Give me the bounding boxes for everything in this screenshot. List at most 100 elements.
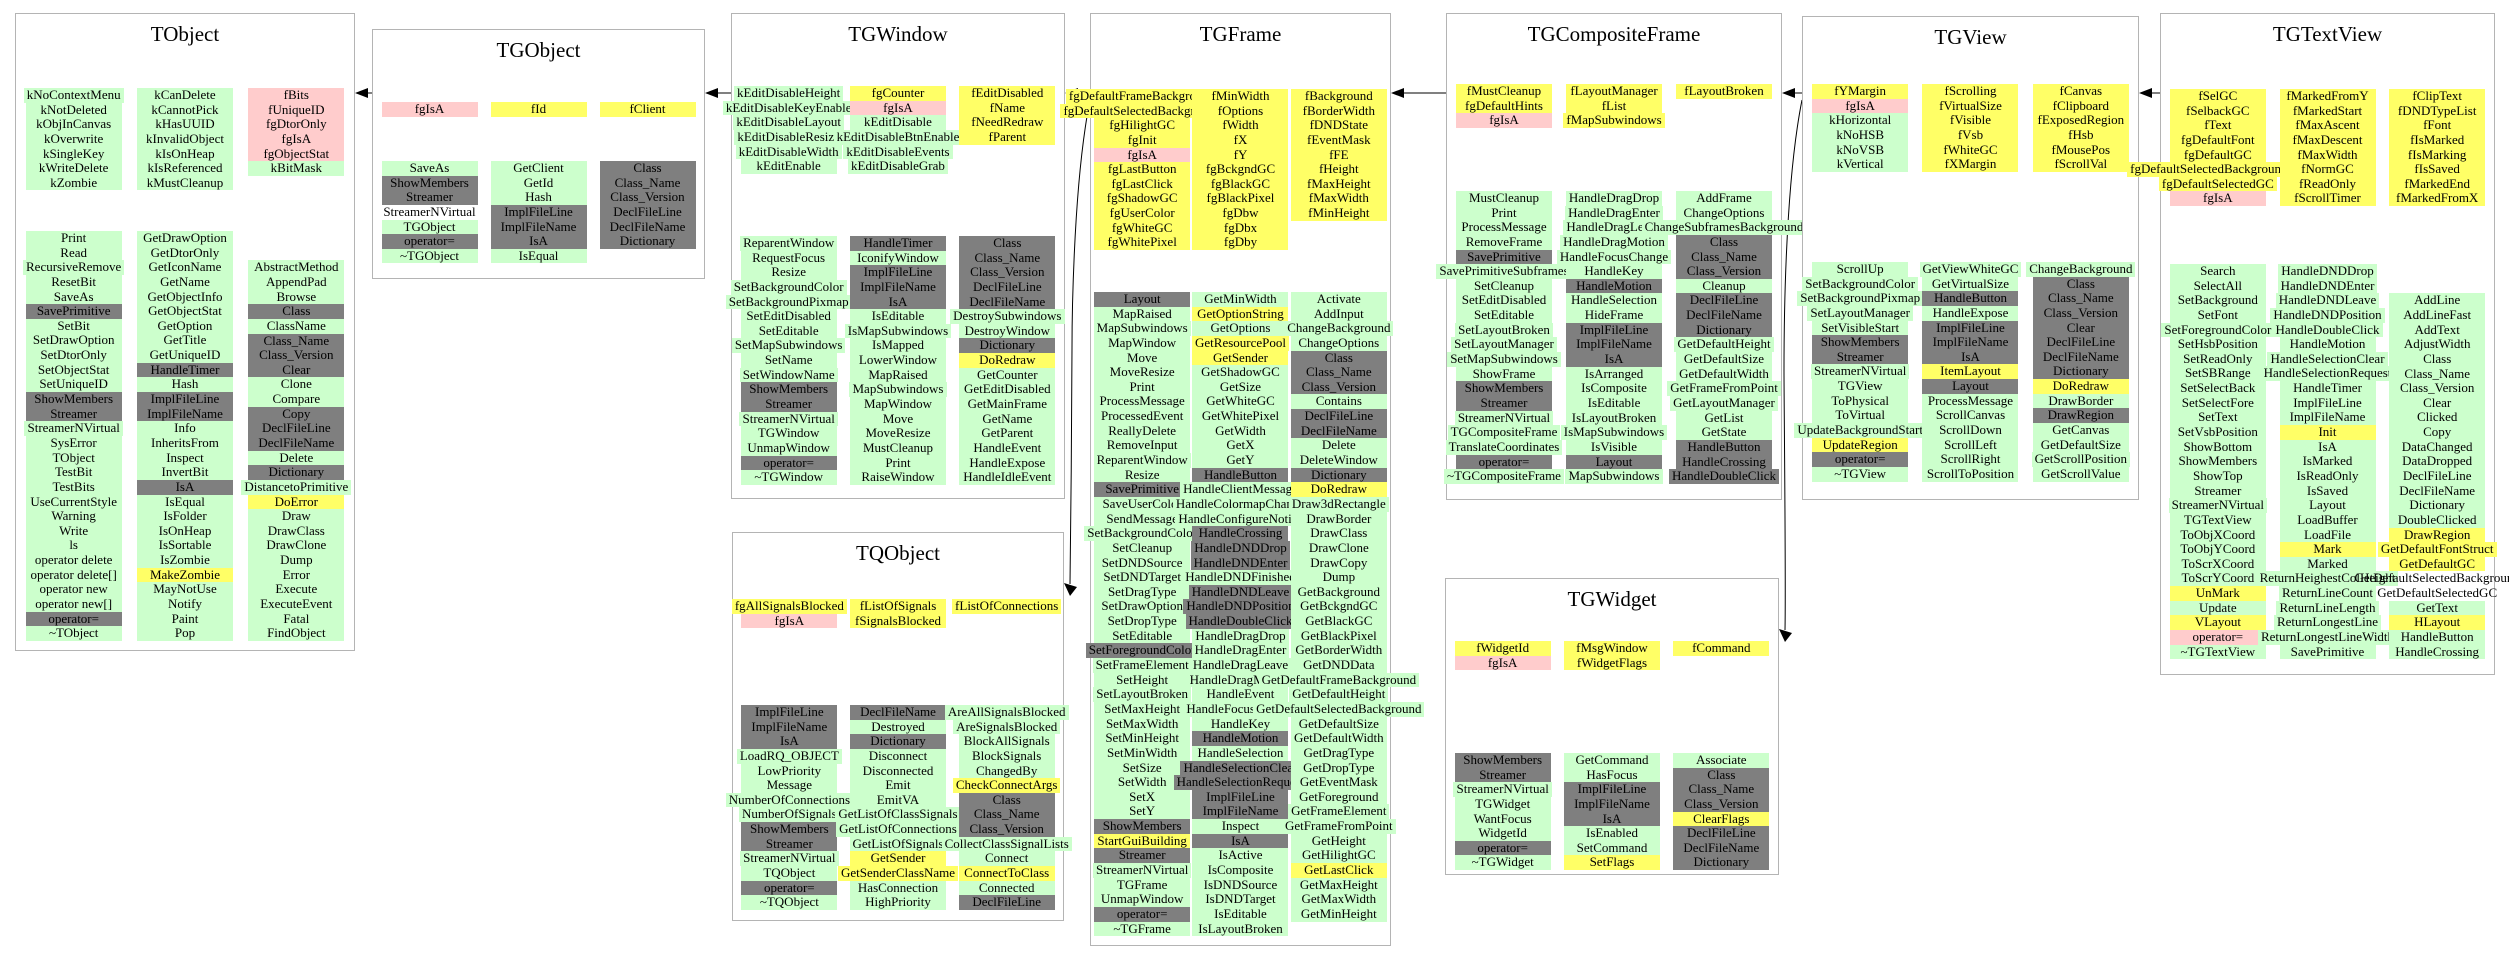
- member-declfilename[interactable]: DeclFileName: [2389, 483, 2486, 499]
- member-raisewindow[interactable]: RaiseWindow: [849, 470, 946, 485]
- member-fmarkedend[interactable]: fMarkedEnd: [2389, 176, 2486, 192]
- member-setmaxheight[interactable]: SetMaxHeight: [1094, 702, 1191, 717]
- member-setx[interactable]: SetX: [1094, 789, 1191, 805]
- member-showbottom[interactable]: ShowBottom: [2169, 439, 2266, 455]
- member-classname[interactable]: ClassName: [248, 318, 345, 334]
- member-getsender[interactable]: GetSender: [1192, 350, 1289, 366]
- member-setlayoutbroken[interactable]: SetLayoutBroken: [1455, 322, 1553, 338]
- member-geticonname[interactable]: GetIconName: [136, 260, 233, 275]
- member-tgcompositeframe[interactable]: ~TGCompositeFrame: [1444, 469, 1564, 484]
- class-title-tgwidget[interactable]: TGWidget: [1567, 587, 1657, 611]
- member-streamer[interactable]: Streamer: [1094, 848, 1191, 863]
- member-gethilightgc[interactable]: GetHilightGC: [1290, 848, 1387, 863]
- member-fgallsignalsblocked[interactable]: fgAllSignalsBlocked: [731, 599, 847, 614]
- member-resize[interactable]: Resize: [1094, 467, 1191, 483]
- member-getminheight[interactable]: GetMinHeight: [1290, 906, 1387, 922]
- member-isvisible[interactable]: IsVisible: [1566, 439, 1662, 455]
- member-widgetid[interactable]: WidgetId: [1454, 826, 1551, 841]
- member-fdndstate[interactable]: fDNDState: [1290, 118, 1387, 133]
- member-getdefaultgc[interactable]: GetDefaultGC: [2389, 556, 2486, 572]
- member-setlayoutbroken[interactable]: SetLayoutBroken: [1093, 687, 1192, 702]
- member-toscrycoord[interactable]: ToScrYCoord: [2169, 571, 2266, 587]
- member-setreadonly[interactable]: SetReadOnly: [2169, 351, 2266, 367]
- member-fmaxascent[interactable]: fMaxAscent: [2279, 118, 2376, 133]
- member-handleselection[interactable]: HandleSelection: [1192, 745, 1289, 761]
- member-iseditable[interactable]: IsEditable: [1192, 906, 1289, 922]
- member-fmustcleanup[interactable]: fMustCleanup: [1456, 84, 1552, 99]
- member-geteditdisabled[interactable]: GetEditDisabled: [959, 382, 1056, 398]
- member-implfileline[interactable]: ImplFileLine: [741, 705, 838, 720]
- member-khorizontal[interactable]: kHorizontal: [1812, 113, 1909, 128]
- member-operator-delete[interactable]: operator delete[]: [25, 567, 122, 583]
- member-fmaxwidth[interactable]: fMaxWidth: [2279, 147, 2376, 163]
- member-class-version[interactable]: Class_Version: [599, 190, 696, 205]
- member-declfilename[interactable]: DeclFileName: [599, 219, 696, 235]
- member-changebackground[interactable]: ChangeBackground: [1284, 321, 1394, 336]
- member-declfileline[interactable]: DeclFileLine: [1676, 293, 1772, 309]
- member-settext[interactable]: SetText: [2169, 410, 2266, 426]
- member-handledragdrop[interactable]: HandleDragDrop: [1192, 628, 1289, 644]
- member-testbit[interactable]: TestBit: [25, 465, 122, 480]
- member-declfileline[interactable]: DeclFileLine: [2032, 335, 2129, 350]
- member-move[interactable]: Move: [1094, 350, 1191, 366]
- member-fcommand[interactable]: fCommand: [1673, 641, 1770, 656]
- member-knohsb[interactable]: kNoHSB: [1812, 127, 1909, 143]
- class-title-tgtextview[interactable]: TGTextView: [2272, 22, 2383, 46]
- member-iscomposite[interactable]: IsComposite: [1566, 381, 1662, 396]
- member-highpriority[interactable]: HighPriority: [850, 895, 946, 910]
- member-fminheight[interactable]: fMinHeight: [1290, 206, 1387, 221]
- member-kvertical[interactable]: kVertical: [1812, 157, 1909, 172]
- member-getoptionstring[interactable]: GetOptionString: [1192, 306, 1289, 322]
- member-returnlinecount[interactable]: ReturnLineCount: [2279, 586, 2376, 601]
- member-tgtextview[interactable]: ~TGTextView: [2169, 644, 2266, 660]
- member-implfilename[interactable]: ImplFileName: [2279, 410, 2376, 426]
- member-usecurrentstyle[interactable]: UseCurrentStyle: [25, 494, 122, 510]
- member-destroywindow[interactable]: DestroyWindow: [959, 323, 1056, 339]
- member-fnormgc[interactable]: fNormGC: [2279, 162, 2376, 177]
- member-seteditdisabled[interactable]: SetEditDisabled: [1456, 293, 1552, 309]
- member-declfilename[interactable]: DeclFileName: [850, 705, 946, 720]
- member-getdefaultsize[interactable]: GetDefaultSize: [2032, 437, 2129, 453]
- member-saveprimitive[interactable]: SavePrimitive: [2279, 644, 2376, 660]
- member-showmembers[interactable]: ShowMembers: [381, 175, 478, 191]
- member-operator[interactable]: operator=: [740, 455, 837, 471]
- member-keditdisablelayout[interactable]: kEditDisableLayout: [733, 115, 845, 130]
- member-startguibuilding[interactable]: StartGuiBuilding: [1094, 833, 1191, 849]
- member-setcleanup[interactable]: SetCleanup: [1456, 278, 1552, 294]
- member-getframefrompoint[interactable]: GetFrameFromPoint: [1667, 381, 1781, 396]
- member-showmembers[interactable]: ShowMembers: [741, 822, 838, 837]
- member-scrollup[interactable]: ScrollUp: [1812, 262, 1909, 277]
- member-getlistofsignals[interactable]: GetListOfSignals: [849, 836, 947, 852]
- member-iconifywindow[interactable]: IconifyWindow: [849, 250, 946, 266]
- member-isa[interactable]: IsA: [2279, 439, 2376, 455]
- member-handledndleave[interactable]: HandleDNDLeave: [1188, 584, 1293, 600]
- member-setlayoutmanager[interactable]: SetLayoutManager: [1451, 337, 1557, 353]
- member-implfileline[interactable]: ImplFileLine: [1922, 320, 2019, 336]
- member-seteditable[interactable]: SetEditable: [1094, 628, 1191, 644]
- member-findobject[interactable]: FindObject: [248, 626, 345, 641]
- member-ls[interactable]: ls: [25, 538, 122, 554]
- member-seteditdisabled[interactable]: SetEditDisabled: [740, 309, 837, 324]
- member-declfileline[interactable]: DeclFileLine: [2389, 469, 2486, 484]
- member-class[interactable]: Class: [958, 792, 1055, 808]
- member-tgview[interactable]: ~TGView: [1812, 467, 1909, 482]
- member-clicked[interactable]: Clicked: [2389, 410, 2486, 426]
- member-fgdby[interactable]: fgDby: [1192, 235, 1289, 251]
- member-fgdefaultselectedbackgroundgc[interactable]: fgDefaultSelectedBackgroundGC: [2127, 162, 2309, 177]
- member-getresourcepool[interactable]: GetResourcePool: [1192, 335, 1289, 351]
- member-getmaxwidth[interactable]: GetMaxWidth: [1290, 892, 1387, 907]
- member-hideframe[interactable]: HideFrame: [1566, 308, 1662, 323]
- member-unmapwindow[interactable]: UnmapWindow: [1094, 892, 1191, 907]
- member-update[interactable]: Update: [2169, 600, 2266, 616]
- member-selectall[interactable]: SelectAll: [2169, 278, 2266, 294]
- member-keditdisablebtnenable[interactable]: kEditDisableBtnEnable: [833, 129, 963, 145]
- member-kobjincanvas[interactable]: kObjInCanvas: [25, 117, 122, 132]
- member-maynotuse[interactable]: MayNotUse: [136, 582, 233, 598]
- member-clone[interactable]: Clone: [248, 377, 345, 393]
- member-saveas[interactable]: SaveAs: [381, 161, 478, 176]
- member-fmarkedfromy[interactable]: fMarkedFromY: [2279, 89, 2376, 104]
- member-fheight[interactable]: fHeight: [1290, 162, 1387, 177]
- member-getoptions[interactable]: GetOptions: [1192, 321, 1289, 336]
- member-class-version[interactable]: Class_Version: [1676, 264, 1772, 279]
- member-dictionary[interactable]: Dictionary: [959, 338, 1056, 354]
